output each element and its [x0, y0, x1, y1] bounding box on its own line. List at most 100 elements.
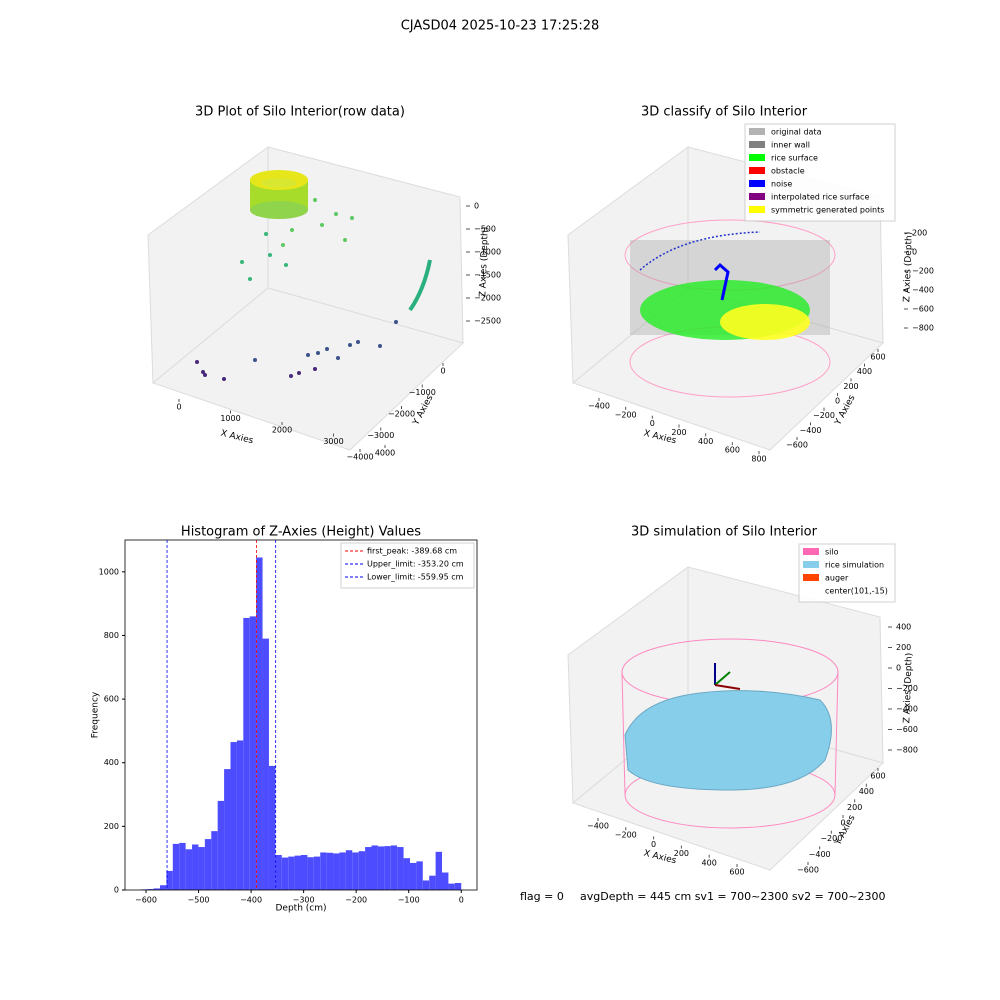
bar — [442, 872, 449, 890]
bar — [230, 742, 237, 890]
z-tick-label: 0 — [896, 664, 901, 673]
y-tick-label: 200 — [843, 382, 858, 391]
suptitle: CJASD04 2025-10-23 17:25:28 — [401, 19, 600, 34]
legend-label: Upper_limit: -353.20 cm — [367, 560, 464, 569]
legend-swatch — [749, 206, 765, 213]
point-cloud — [195, 170, 432, 381]
bar — [384, 846, 391, 890]
y-axis-label: Y Axies — [833, 813, 858, 848]
y-tick-label: 0 — [440, 367, 445, 376]
legend-label: rice simulation — [825, 561, 884, 570]
z-tick-label: −400 — [896, 705, 918, 714]
bar — [429, 875, 436, 890]
legend-swatch — [749, 128, 765, 135]
x-tick-label: −400 — [587, 822, 609, 831]
z-tick-label: 0 — [474, 202, 479, 211]
x-tick-label: 2000 — [272, 426, 292, 435]
bar — [377, 846, 385, 890]
cylinder — [834, 671, 839, 796]
bar — [243, 617, 250, 890]
bar — [301, 855, 308, 890]
cloud — [408, 259, 432, 312]
x-tick-label: 0 — [176, 403, 181, 412]
y-tick-label: −600 — [797, 866, 819, 875]
x-tick-label: 0 — [459, 896, 464, 905]
legend-label: noise — [771, 180, 792, 189]
chart-title: 3D simulation of Silo Interior — [631, 525, 818, 540]
x-tick-label: 600 — [729, 868, 744, 877]
legend-box — [744, 123, 896, 222]
rice-surface — [624, 690, 832, 791]
x-tick-label: 3000 — [323, 437, 343, 446]
chart-title: 3D classify of Silo Interior — [641, 105, 808, 120]
y-tick-label: −3000 — [367, 431, 394, 440]
dots — [195, 360, 317, 381]
y-tick-label: −400 — [809, 850, 831, 859]
x-tick-label: 600 — [725, 446, 740, 455]
bar — [192, 844, 199, 890]
bar — [326, 852, 334, 890]
x-tick-label: −400 — [240, 896, 262, 905]
x-tick-label: 1000 — [220, 414, 240, 423]
noise — [713, 262, 730, 301]
x-axis-label: X Axies — [220, 429, 255, 447]
bar — [313, 856, 321, 890]
z-tick-label: −1500 — [474, 271, 501, 280]
legend-label: rice surface — [771, 154, 818, 163]
y-tick-label: 600 — [104, 695, 119, 704]
bar — [159, 885, 167, 890]
x-tick-label: 400 — [702, 858, 717, 867]
legend-label: silo — [825, 548, 839, 557]
y-tick-label: 400 — [857, 367, 872, 376]
bar — [172, 843, 180, 890]
bar — [236, 740, 244, 890]
legend-label: center(101,-15) — [825, 587, 888, 596]
bar — [352, 852, 359, 890]
dots — [253, 320, 398, 362]
bar — [333, 853, 340, 890]
legend-swatch — [749, 154, 765, 161]
x-tick-label: 800 — [751, 455, 766, 464]
y-tick-label: 200 — [104, 822, 119, 831]
bar — [358, 851, 366, 890]
legend-box — [340, 542, 475, 589]
bar — [185, 849, 193, 890]
z-tick-label: 200 — [912, 229, 927, 238]
bar — [365, 847, 372, 890]
x-tick-label: −200 — [345, 896, 367, 905]
legend-swatch — [749, 167, 765, 174]
bar — [153, 888, 160, 890]
cloud — [250, 201, 308, 219]
bar — [204, 839, 212, 890]
bar — [320, 852, 327, 890]
bar — [281, 857, 289, 890]
bar — [416, 861, 423, 890]
z-axis-label: Z Axies (Depth) — [902, 232, 914, 303]
legend-swatch — [803, 548, 819, 555]
legend-label: inner wall — [771, 141, 810, 150]
surface-model — [621, 638, 839, 829]
bar — [224, 769, 231, 890]
axis-arrow — [714, 684, 741, 690]
y-tick-label: −200 — [820, 834, 842, 843]
x-tick-label: −200 — [615, 831, 637, 840]
z-axis-label: Z Axies (Depth) — [902, 653, 914, 724]
bar — [166, 870, 173, 890]
z-tick-label: 0 — [912, 248, 917, 257]
legend-label: Lower_limit: -559.95 cm — [367, 573, 464, 582]
y-tick-label: 600 — [870, 772, 885, 781]
bar — [403, 858, 410, 890]
x-tick-label: −600 — [135, 896, 157, 905]
z-tick-label: −1000 — [474, 248, 501, 257]
pane-set — [147, 146, 464, 451]
x-tick-label: 200 — [671, 428, 686, 437]
surface — [720, 304, 810, 340]
bar — [390, 845, 398, 890]
y-tick-label: 400 — [104, 758, 119, 767]
legend-swatch — [803, 561, 819, 568]
z-tick-label: −200 — [912, 267, 934, 276]
plot-frame — [124, 539, 478, 891]
bar — [454, 883, 462, 890]
footer-flag: flag = 0 — [520, 890, 564, 903]
